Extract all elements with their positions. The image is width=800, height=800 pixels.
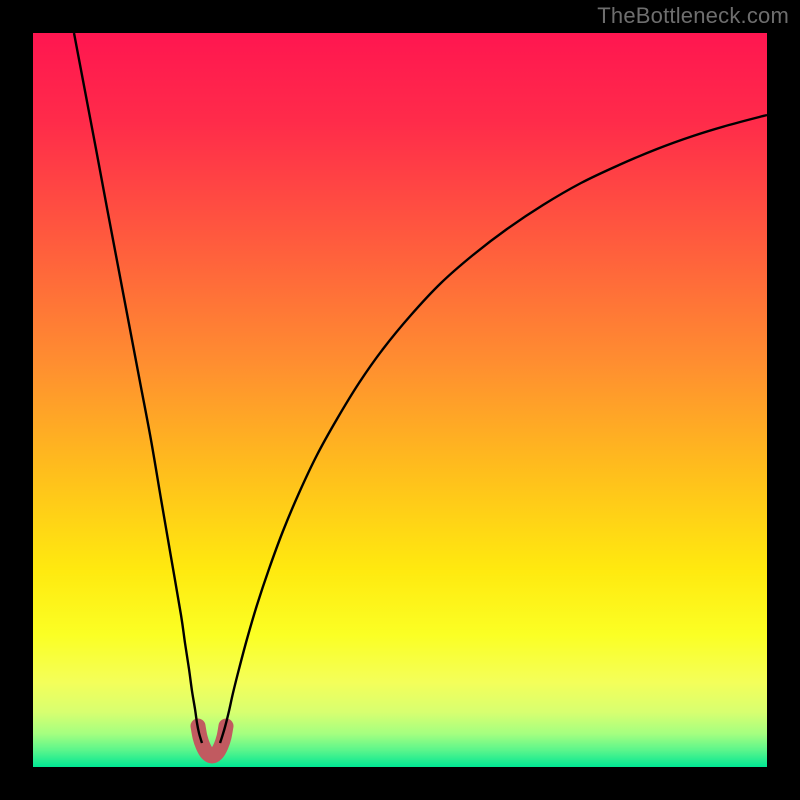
watermark-text: TheBottleneck.com: [597, 3, 789, 29]
chart-stage: TheBottleneck.com: [0, 0, 800, 800]
plot-area: [33, 33, 767, 767]
plot-svg: [33, 33, 767, 767]
